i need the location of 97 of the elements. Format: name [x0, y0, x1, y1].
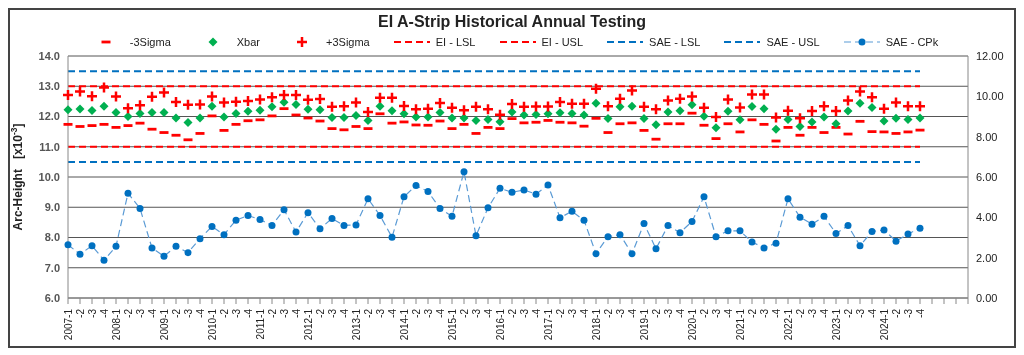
- x-tick-label: 2008-1: [110, 308, 122, 341]
- y-tick-label: 13.0: [38, 80, 60, 93]
- x-tick-label: -3: [278, 308, 290, 318]
- x-tick-label: -2: [218, 308, 230, 318]
- x-tick-label: -4: [722, 308, 734, 318]
- x-tick-label: -3: [854, 308, 866, 318]
- x-tick-label: -4: [146, 308, 158, 318]
- x-tick-label: 2017-1: [542, 308, 554, 341]
- x-tick-label: -2: [362, 308, 374, 318]
- x-tick-label: -3: [230, 308, 242, 318]
- x-tick-label: 2015-1: [446, 308, 458, 341]
- x-tick-label: -3: [182, 308, 194, 318]
- x-tick-label: -4: [290, 308, 302, 318]
- legend-label: EI - LSL: [435, 36, 476, 48]
- x-tick-label: -3: [86, 308, 98, 318]
- x-tick-label: -4: [674, 308, 686, 318]
- y2-tick-label: 2.00: [976, 251, 998, 264]
- x-tick-label: -4: [194, 308, 206, 318]
- x-tick-label: 2009-1: [158, 308, 170, 341]
- y2-tick-label: 6.00: [976, 170, 998, 183]
- y2-tick-label: 8.00: [976, 130, 998, 143]
- x-tick-label: -3: [758, 308, 770, 318]
- x-tick-label: 2023-1: [830, 308, 842, 341]
- legend-label: Xbar: [236, 36, 261, 48]
- x-tick-label: -3: [422, 308, 434, 318]
- x-tick-label: 2007-1: [62, 308, 74, 341]
- legend-label: SAE - USL: [766, 36, 820, 48]
- x-tick-label: -3: [614, 308, 626, 318]
- x-tick-label: -3: [662, 308, 674, 318]
- y-tick-label: 9.0: [44, 201, 60, 214]
- x-tick-label: -2: [314, 308, 326, 318]
- legend-label: -3Sigma: [129, 36, 171, 48]
- y2-tick-label: 12.00: [976, 49, 1004, 62]
- x-tick-label: -4: [770, 308, 782, 318]
- y-tick-label: 11.0: [39, 140, 60, 153]
- x-tick-label: -4: [242, 308, 254, 318]
- legend-label: +3Sigma: [326, 36, 370, 48]
- x-tick-label: 2011-1: [254, 308, 266, 340]
- x-tick-label: 2021-1: [734, 308, 746, 341]
- x-tick-label: -4: [530, 308, 542, 318]
- x-tick-label: -2: [170, 308, 182, 318]
- x-tick-label: -3: [374, 308, 386, 318]
- x-tick-label: 2016-1: [494, 308, 506, 341]
- legend-label: SAE - CPk: [885, 36, 939, 48]
- x-tick-label: 2019-1: [638, 308, 650, 341]
- x-tick-label: -3: [710, 308, 722, 318]
- legend-label: EI - USL: [541, 36, 584, 48]
- legend-label: SAE - LSL: [649, 36, 701, 48]
- y-tick-label: 10.0: [38, 170, 60, 183]
- x-tick-label: -3: [518, 308, 530, 318]
- x-tick-label: -2: [890, 308, 902, 318]
- x-tick-label: 2020-1: [686, 308, 698, 341]
- x-tick-label: -2: [410, 308, 422, 318]
- x-tick-label: -2: [746, 308, 758, 318]
- x-tick-label: -4: [866, 308, 878, 318]
- x-tick-label: -3: [470, 308, 482, 318]
- x-tick-label: -4: [386, 308, 398, 318]
- x-tick-label: -3: [326, 308, 338, 318]
- x-tick-label: -4: [626, 308, 638, 318]
- x-tick-label: -2: [74, 308, 86, 318]
- x-tick-label: -4: [482, 308, 494, 318]
- y-tick-label: 14.0: [38, 49, 60, 62]
- x-tick-label: 2022-1: [782, 308, 794, 341]
- x-tick-label: -2: [554, 308, 566, 318]
- x-tick-label: -3: [566, 308, 578, 318]
- x-tick-label: -2: [458, 308, 470, 318]
- y2-tick-label: 0.00: [976, 291, 998, 304]
- x-tick-label: -2: [266, 308, 278, 318]
- x-tick-label: -4: [578, 308, 590, 318]
- y2-tick-label: 10.00: [976, 90, 1004, 103]
- x-tick-label: -4: [98, 308, 110, 318]
- chart-title: EI A-Strip Historical Annual Testing: [377, 12, 647, 32]
- x-tick-label: -2: [602, 308, 614, 318]
- y2-tick-label: 4.00: [976, 211, 998, 224]
- y-tick-label: 6.0: [44, 291, 60, 304]
- x-tick-label: -3: [806, 308, 818, 318]
- x-tick-label: -2: [794, 308, 806, 318]
- y-tick-label: 7.0: [44, 261, 60, 274]
- x-tick-label: -3: [902, 308, 914, 318]
- x-tick-label: -4: [338, 308, 350, 318]
- x-tick-label: 2012-1: [302, 308, 314, 341]
- x-tick-label: 2024-1: [878, 308, 890, 341]
- x-tick-label: -2: [122, 308, 134, 318]
- x-tick-label: -2: [650, 308, 662, 318]
- y-tick-label: 8.0: [44, 231, 60, 244]
- x-tick-label: -3: [134, 308, 146, 318]
- x-tick-label: 2010-1: [206, 308, 218, 341]
- y-tick-label: 12.0: [38, 110, 60, 123]
- x-tick-label: -2: [842, 308, 854, 318]
- x-tick-label: -2: [506, 308, 518, 318]
- x-tick-label: -4: [914, 308, 926, 318]
- x-tick-label: 2013-1: [350, 308, 362, 341]
- x-tick-label: 2018-1: [590, 308, 602, 341]
- x-tick-label: -4: [818, 308, 830, 318]
- x-tick-label: 2014-1: [398, 308, 410, 341]
- x-tick-label: -2: [698, 308, 710, 318]
- x-tick-label: -4: [434, 308, 446, 318]
